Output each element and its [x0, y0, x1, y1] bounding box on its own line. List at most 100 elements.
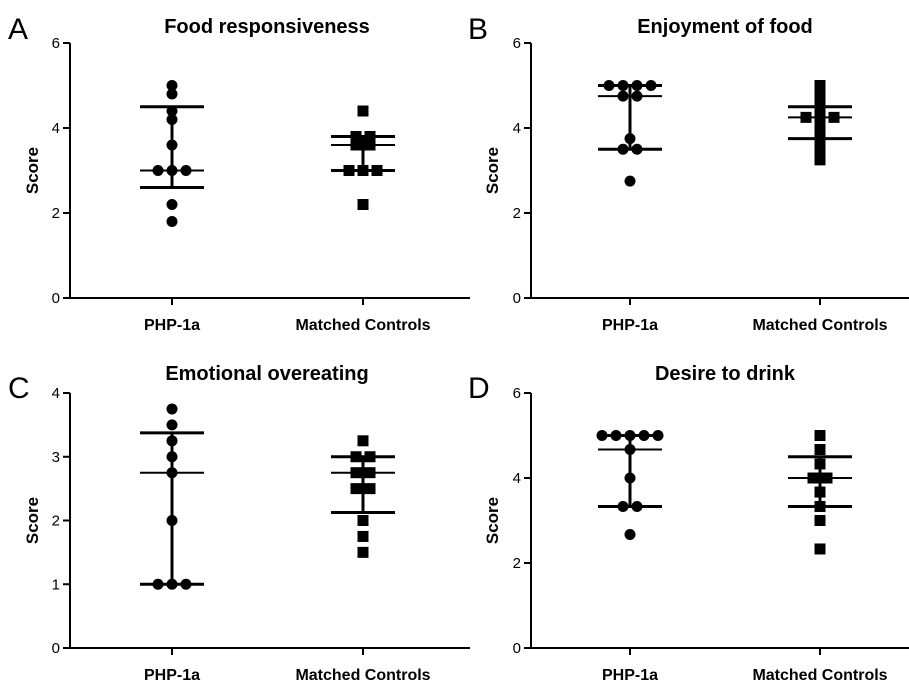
y-tick-label: 6	[513, 35, 521, 52]
data-point-square	[814, 500, 826, 512]
data-point-square	[350, 139, 362, 151]
y-axis-label: Score	[23, 497, 42, 544]
data-point-circle	[617, 90, 629, 102]
data-point-circle	[166, 403, 178, 415]
data-point-circle	[624, 529, 636, 541]
data-point-circle	[645, 80, 657, 91]
data-point-square	[814, 111, 826, 123]
data-point-square	[350, 483, 362, 495]
series-matched-controls	[331, 105, 395, 210]
data-point-circle	[166, 80, 178, 91]
data-point-circle	[617, 500, 629, 512]
x-category-label: Matched Controls	[295, 317, 430, 334]
x-category-label: PHP-1a	[144, 667, 200, 684]
y-tick-label: 4	[513, 470, 521, 487]
panel-letter: B	[468, 13, 488, 46]
data-point-circle	[166, 139, 178, 151]
data-point-square	[814, 101, 826, 113]
data-point-square	[814, 122, 826, 134]
data-point-circle	[617, 80, 629, 91]
panel-letter: D	[468, 372, 490, 405]
y-tick-label: 6	[52, 35, 60, 52]
data-point-square	[350, 451, 362, 463]
y-axis-label: Score	[483, 497, 502, 544]
data-point-square	[821, 472, 833, 484]
data-point-square	[814, 458, 826, 470]
data-point-circle	[166, 435, 178, 447]
data-point-square	[814, 133, 826, 145]
data-point-square	[800, 111, 812, 123]
data-point-square	[364, 467, 376, 479]
data-point-circle	[166, 419, 178, 431]
data-point-square	[814, 543, 826, 555]
x-category-label: PHP-1a	[144, 317, 200, 334]
data-point-circle	[624, 472, 636, 484]
y-tick-label: 0	[52, 640, 60, 657]
series-php-1a	[598, 80, 662, 187]
data-point-square	[357, 515, 369, 526]
series-php-1a	[140, 403, 204, 590]
y-tick-label: 6	[513, 385, 521, 402]
y-tick-label: 0	[513, 640, 521, 657]
data-point-circle	[631, 80, 643, 91]
data-point-circle	[166, 578, 178, 590]
data-point-circle	[166, 199, 178, 210]
data-point-square	[814, 80, 826, 91]
data-point-circle	[610, 430, 622, 441]
y-tick-label: 2	[52, 205, 60, 222]
data-point-square	[364, 139, 376, 151]
y-tick-label: 4	[52, 120, 60, 137]
y-tick-label: 1	[52, 576, 60, 593]
x-category-label: PHP-1a	[602, 317, 658, 334]
data-point-square	[343, 165, 355, 176]
x-category-label: Matched Controls	[295, 667, 430, 684]
x-category-label: Matched Controls	[752, 667, 887, 684]
data-point-circle	[152, 165, 164, 176]
data-point-square	[814, 430, 826, 441]
data-point-circle	[624, 444, 636, 456]
data-point-circle	[631, 90, 643, 102]
chart-panel-d: D Desire to drink Score 0 2 4 6 PHP-1a Matched C…	[468, 363, 909, 684]
data-point-circle	[166, 216, 178, 227]
series-matched-controls	[788, 80, 852, 166]
data-point-circle	[603, 80, 615, 91]
data-point-square	[357, 530, 369, 542]
data-point-square	[357, 165, 369, 176]
chart-panel-b: B Enjoyment of food Score 0 2 4 6 PHP-1a Matched…	[468, 13, 909, 334]
data-point-square	[364, 131, 376, 142]
series-matched-controls	[331, 435, 395, 558]
data-point-circle	[624, 175, 636, 187]
data-point-square	[357, 199, 369, 210]
data-point-circle	[180, 165, 192, 176]
data-point-circle	[180, 578, 192, 590]
panel-letter: C	[8, 372, 30, 405]
data-point-square	[364, 451, 376, 463]
data-point-circle	[596, 430, 608, 441]
y-tick-label: 2	[513, 205, 521, 222]
data-point-circle	[166, 165, 178, 176]
chart-title: Food responsiveness	[164, 16, 370, 38]
y-axis-label: Score	[483, 147, 502, 194]
data-point-square	[364, 483, 376, 495]
data-point-square	[814, 90, 826, 102]
data-point-square	[814, 515, 826, 526]
data-point-square	[814, 444, 826, 456]
data-point-circle	[638, 430, 650, 441]
data-point-square	[814, 143, 826, 155]
chart-panel-a: A Food responsiveness Score 0 2 4 6 PHP-1a Match…	[8, 13, 470, 334]
data-point-square	[350, 467, 362, 479]
series-matched-controls	[788, 430, 852, 555]
y-tick-label: 0	[52, 290, 60, 307]
data-point-circle	[624, 133, 636, 145]
data-point-circle	[166, 88, 178, 100]
data-point-circle	[152, 578, 164, 590]
data-point-circle	[166, 451, 178, 463]
panel-letter: A	[8, 13, 28, 46]
data-point-square	[814, 486, 826, 498]
x-category-label: PHP-1a	[602, 667, 658, 684]
data-point-circle	[631, 143, 643, 155]
data-point-circle	[631, 500, 643, 512]
data-point-square	[814, 154, 826, 166]
y-tick-label: 2	[513, 555, 521, 572]
